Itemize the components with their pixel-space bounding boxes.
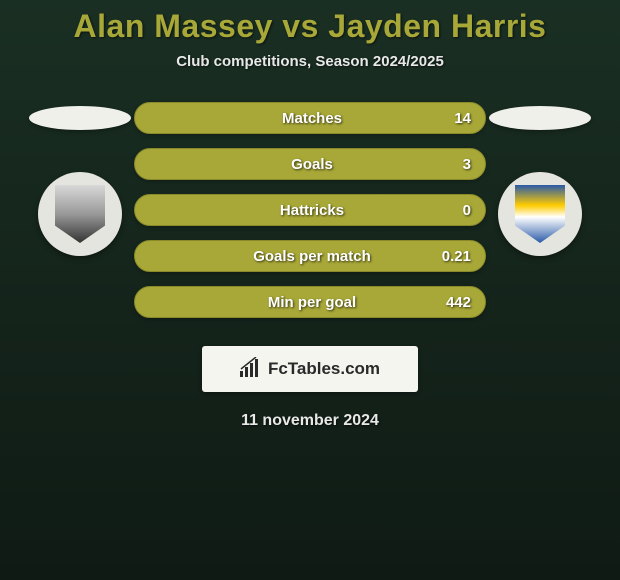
bar-chart-icon — [240, 357, 262, 382]
page-title: Alan Massey vs Jayden Harris — [0, 8, 620, 45]
stat-value: 3 — [435, 156, 471, 173]
player-right-col — [486, 94, 594, 256]
player-left-ellipse — [29, 106, 131, 130]
club-right-badge — [498, 172, 582, 256]
stats-column: Matches 14 Goals 3 Hattricks 0 Goals per… — [134, 94, 486, 318]
stat-value: 0.21 — [435, 248, 471, 265]
club-right-crest — [515, 185, 565, 243]
stat-label: Min per goal — [189, 294, 435, 311]
stat-value: 442 — [435, 294, 471, 311]
stat-value: 14 — [435, 110, 471, 127]
date-label: 11 november 2024 — [0, 412, 620, 430]
stat-value: 0 — [435, 202, 471, 219]
stat-label: Hattricks — [189, 202, 435, 219]
player-left-col — [26, 94, 134, 256]
stat-label: Matches — [189, 110, 435, 127]
club-left-badge — [38, 172, 122, 256]
stat-row-goals: Goals 3 — [134, 148, 486, 180]
stat-row-goals-per-match: Goals per match 0.21 — [134, 240, 486, 272]
stat-row-min-per-goal: Min per goal 442 — [134, 286, 486, 318]
stat-row-hattricks: Hattricks 0 — [134, 194, 486, 226]
stat-label: Goals — [189, 156, 435, 173]
stat-label: Goals per match — [189, 248, 435, 265]
main-row: Matches 14 Goals 3 Hattricks 0 Goals per… — [0, 94, 620, 318]
brand-box: FcTables.com — [202, 346, 418, 392]
page-subtitle: Club competitions, Season 2024/2025 — [0, 53, 620, 70]
club-left-crest — [55, 185, 105, 243]
comparison-card: Alan Massey vs Jayden Harris Club compet… — [0, 0, 620, 430]
brand-text: FcTables.com — [268, 359, 380, 379]
stat-row-matches: Matches 14 — [134, 102, 486, 134]
player-right-ellipse — [489, 106, 591, 130]
